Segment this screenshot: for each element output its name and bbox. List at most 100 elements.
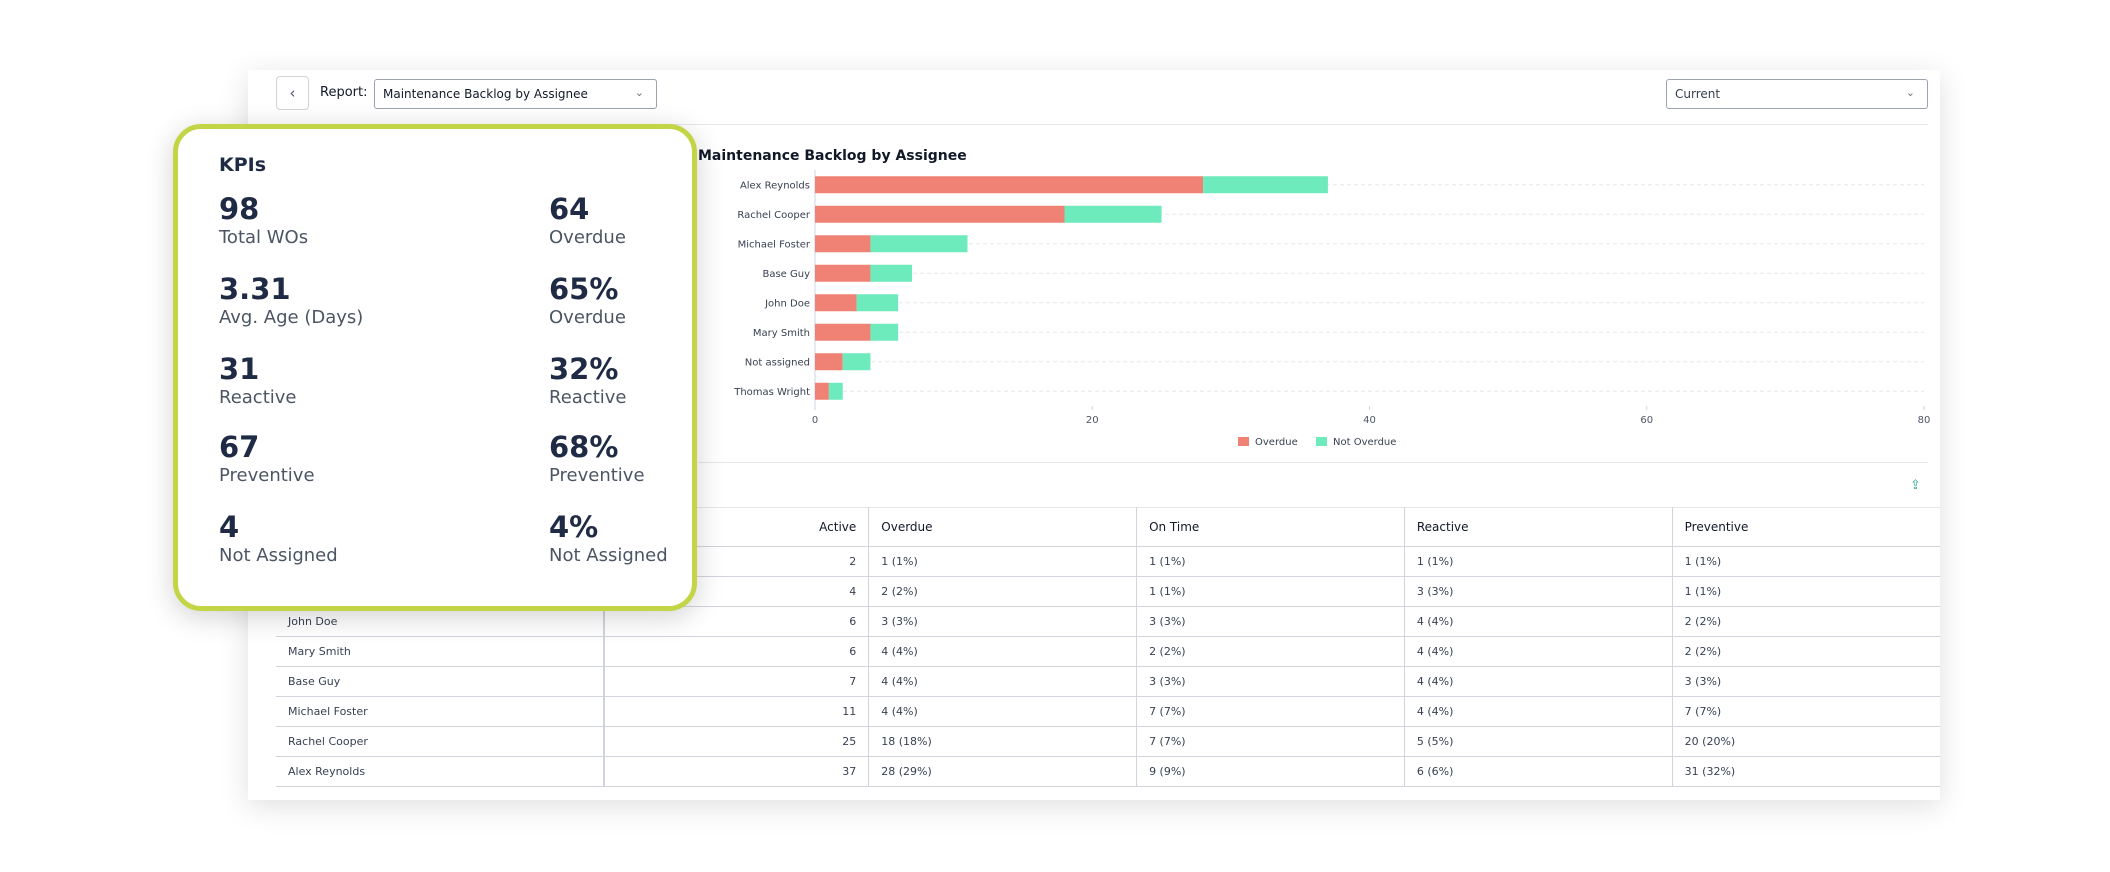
- report-select[interactable]: Maintenance Backlog by Assignee ⌄: [374, 79, 657, 109]
- table-row[interactable]: Alex Reynolds 37 28 (29%) 9 (9%) 6 (6%) 31 (3…: [276, 756, 1940, 787]
- category-label: John Doe: [764, 298, 810, 309]
- kpi-label: Avg. Age (Days): [219, 307, 364, 328]
- table-row[interactable]: Michael Foster 11 4 (4%) 7 (7%) 4 (4%) 7 (7%): [276, 696, 1940, 727]
- table-cell: 11: [603, 696, 870, 727]
- kpi-item: 4% Not Assigned: [549, 509, 668, 567]
- period-select-value: Current: [1675, 87, 1721, 101]
- bar-not-overdue[interactable]: [870, 264, 913, 282]
- table-cell: 3 (3%): [1672, 666, 1940, 697]
- table-cell: 6: [603, 606, 870, 637]
- bar-not-overdue[interactable]: [870, 323, 899, 341]
- kpi-label: Overdue: [549, 307, 626, 328]
- table-cell: 4 (4%): [1404, 696, 1673, 727]
- col-header-overdue[interactable]: Overdue: [868, 507, 1138, 547]
- back-button[interactable]: ‹: [276, 76, 309, 110]
- kpi-value: 67: [219, 430, 260, 464]
- period-select[interactable]: Current ⌄: [1666, 79, 1928, 109]
- table-cell: 1 (1%): [1136, 546, 1405, 577]
- table-cell: 7 (7%): [1672, 696, 1940, 727]
- bar-overdue[interactable]: [815, 264, 871, 282]
- table-cell: 4 (4%): [868, 636, 1138, 667]
- kpi-value: 98: [219, 192, 260, 226]
- legend-swatch: [1238, 437, 1249, 446]
- table-cell: Rachel Cooper: [276, 726, 605, 757]
- bar-overdue[interactable]: [815, 235, 871, 253]
- bar-overdue[interactable]: [815, 176, 1204, 194]
- table-cell: 6: [603, 636, 870, 667]
- table-cell: 2 (2%): [868, 576, 1138, 607]
- chevron-down-icon: ⌄: [634, 86, 644, 99]
- category-label: Not assigned: [745, 357, 810, 368]
- table-cell: 1 (1%): [868, 546, 1138, 577]
- chevron-left-icon: ‹: [289, 84, 296, 102]
- bar-overdue[interactable]: [815, 353, 843, 371]
- bar-overdue[interactable]: [815, 382, 829, 400]
- bar-not-overdue[interactable]: [828, 382, 843, 400]
- kpi-title: KPIs: [219, 154, 267, 176]
- kpi-item: 65% Overdue: [549, 271, 626, 329]
- section-divider: [698, 462, 1928, 463]
- kpi-label: Total WOs: [219, 227, 309, 248]
- table-cell: Mary Smith: [276, 636, 605, 667]
- col-header-on-time[interactable]: On Time: [1136, 507, 1405, 547]
- kpi-value: 68%: [549, 430, 619, 464]
- category-label: Alex Reynolds: [740, 180, 810, 191]
- x-tick-label: 20: [1086, 415, 1099, 426]
- legend-label[interactable]: Not Overdue: [1333, 437, 1396, 448]
- table-cell: 1 (1%): [1672, 546, 1940, 577]
- kpi-item: 31 Reactive: [219, 351, 296, 409]
- kpi-item: 67 Preventive: [219, 429, 315, 487]
- table-cell: 2 (2%): [1672, 606, 1940, 637]
- kpi-value: 64: [549, 192, 590, 226]
- table-cell: 4 (4%): [1404, 606, 1673, 637]
- table-cell: 3 (3%): [868, 606, 1138, 637]
- bar-overdue[interactable]: [815, 294, 857, 312]
- kpi-label: Not Assigned: [549, 545, 668, 566]
- table-cell: Michael Foster: [276, 696, 605, 727]
- table-row[interactable]: John Doe 6 3 (3%) 3 (3%) 4 (4%) 2 (2%): [276, 606, 1940, 637]
- col-header-preventive[interactable]: Preventive: [1672, 507, 1940, 547]
- table-cell: 18 (18%): [868, 726, 1138, 757]
- bar-not-overdue[interactable]: [1203, 176, 1328, 194]
- kpi-item: 3.31 Avg. Age (Days): [219, 271, 363, 329]
- bar-overdue[interactable]: [815, 323, 871, 341]
- report-panel: ‹ Report: Maintenance Backlog by Assigne…: [248, 70, 1940, 800]
- table-cell: 20 (20%): [1672, 726, 1940, 757]
- table-cell: 3 (3%): [1136, 666, 1405, 697]
- table-row[interactable]: Base Guy 7 4 (4%) 3 (3%) 4 (4%) 3 (3%): [276, 666, 1940, 697]
- kpi-value: 4: [219, 510, 240, 544]
- table-cell: 25: [603, 726, 870, 757]
- legend-label[interactable]: Overdue: [1255, 437, 1298, 448]
- table-row[interactable]: Mary Smith 6 4 (4%) 2 (2%) 4 (4%) 2 (2%): [276, 636, 1940, 667]
- table-cell: 28 (29%): [868, 756, 1138, 787]
- report-toolbar: ‹ Report: Maintenance Backlog by Assigne…: [248, 70, 1940, 125]
- export-icon[interactable]: ⇪: [1910, 478, 1921, 493]
- toolbar-divider: [276, 124, 1928, 125]
- bar-not-overdue[interactable]: [1064, 205, 1162, 223]
- kpi-label: Reactive: [549, 387, 627, 408]
- kpi-item: 64 Overdue: [549, 191, 626, 249]
- kpi-label: Not Assigned: [219, 545, 338, 566]
- bar-not-overdue[interactable]: [842, 353, 871, 371]
- bar-overdue[interactable]: [815, 205, 1065, 223]
- table-cell: Alex Reynolds: [276, 756, 605, 787]
- bar-not-overdue[interactable]: [856, 294, 899, 312]
- table-row[interactable]: Rachel Cooper 25 18 (18%) 7 (7%) 5 (5%) 20 (2…: [276, 726, 1940, 757]
- table-cell: 31 (32%): [1672, 756, 1940, 787]
- kpi-value: 31: [219, 352, 260, 386]
- category-label: Base Guy: [762, 269, 810, 280]
- table-cell: 4 (4%): [1404, 666, 1673, 697]
- bar-not-overdue[interactable]: [870, 235, 968, 253]
- category-label: Mary Smith: [753, 328, 810, 339]
- col-header-reactive[interactable]: Reactive: [1404, 507, 1673, 547]
- kpi-item: 98 Total WOs: [219, 191, 308, 249]
- category-label: Michael Foster: [738, 239, 811, 250]
- table-cell: John Doe: [276, 606, 605, 637]
- report-label: Report:: [320, 85, 368, 100]
- table-cell: 3 (3%): [1404, 576, 1673, 607]
- backlog-chart: Alex Reynolds Rachel Cooper Michael Foster…: [733, 170, 1930, 448]
- category-label: Rachel Cooper: [737, 210, 811, 221]
- kpi-label: Preventive: [219, 465, 315, 486]
- table-cell: 1 (1%): [1404, 546, 1673, 577]
- table-cell: 6 (6%): [1404, 756, 1673, 787]
